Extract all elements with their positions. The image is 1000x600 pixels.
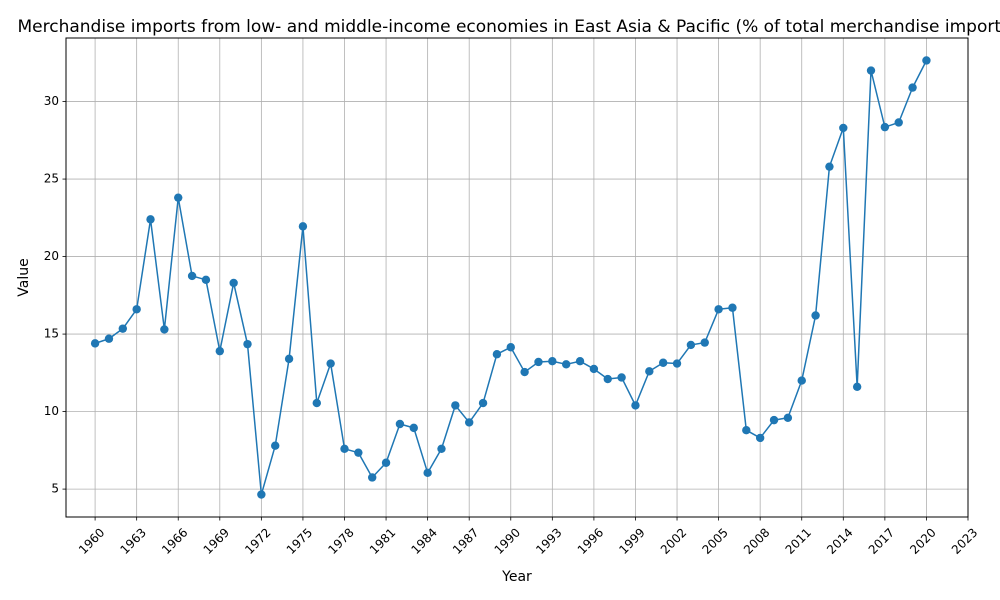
data-point [852, 382, 862, 391]
data-point [201, 275, 211, 285]
data-point [811, 311, 820, 320]
data-point [464, 418, 474, 427]
y-axis-title: Value [16, 258, 32, 296]
data-point [284, 354, 294, 364]
data-point [409, 423, 418, 433]
data-point [631, 401, 640, 410]
data-point [215, 346, 224, 356]
x-tick-label: 1963 [118, 525, 149, 556]
data-point [700, 338, 709, 347]
data-point [686, 340, 696, 350]
data-point [257, 490, 266, 499]
data-point [118, 324, 128, 333]
data-point [492, 350, 502, 359]
data-point [104, 334, 114, 343]
data-points [90, 56, 931, 499]
y-tick-label: 30 [44, 94, 59, 108]
x-tick-label: 1960 [76, 525, 107, 556]
data-point [797, 376, 806, 385]
data-point [506, 343, 515, 352]
data-point [728, 303, 737, 312]
data-point [755, 433, 765, 443]
y-tick-label: 10 [44, 404, 59, 418]
data-point [561, 360, 571, 369]
x-tick-label: 1972 [242, 525, 273, 556]
x-axis-title: Year [501, 569, 532, 585]
grid [66, 38, 969, 517]
data-point [146, 215, 155, 224]
x-tick-label: 1969 [201, 525, 232, 556]
x-tick-label: 2014 [824, 525, 855, 556]
data-point [243, 339, 252, 349]
data-point [395, 419, 405, 429]
data-point [866, 66, 876, 75]
x-tick-label: 1981 [367, 525, 398, 556]
data-point [340, 444, 349, 453]
x-tick-label: 1990 [492, 525, 523, 556]
data-point [575, 357, 585, 366]
y-tick-label: 5 [51, 482, 59, 496]
data-point [520, 367, 529, 377]
x-tick-label: 2005 [699, 525, 730, 556]
x-tick-label: 1978 [325, 525, 356, 556]
x-tick-label: 2011 [783, 525, 814, 556]
data-point [783, 413, 793, 422]
data-point [534, 357, 543, 367]
x-tick-label: 2002 [658, 525, 689, 556]
data-point [423, 468, 432, 478]
data-point [451, 401, 460, 410]
y-tick-label: 20 [44, 249, 59, 263]
data-point [880, 122, 890, 132]
data-point [187, 271, 197, 281]
data-point [839, 123, 848, 133]
data-point [908, 83, 917, 92]
data-point [229, 278, 238, 288]
data-point [381, 458, 391, 467]
x-tick-label: 2023 [949, 525, 980, 556]
data-point [548, 357, 557, 366]
data-point [368, 473, 377, 482]
y-axis-ticks: 5 10 15 20 25 30 [44, 94, 66, 496]
x-tick-label: 2020 [907, 525, 938, 556]
data-point [312, 398, 321, 408]
data-point [326, 359, 335, 368]
data-point [589, 364, 599, 374]
data-point [298, 222, 308, 231]
x-tick-label: 2017 [866, 525, 897, 556]
data-point [645, 367, 654, 376]
data-point [742, 425, 751, 435]
x-tick-label: 1996 [575, 525, 606, 556]
data-point [714, 305, 723, 314]
data-point [132, 305, 141, 314]
data-point [160, 325, 169, 334]
x-axis-ticks: 1960 1963 1966 1969 1972 1975 1978 1981 1984 1987… [76, 517, 980, 557]
chart-title: Merchandise imports from low- and middle… [18, 17, 1000, 37]
data-point [617, 373, 626, 382]
x-tick-label: 2008 [741, 525, 772, 556]
data-point [658, 358, 668, 367]
data-point [894, 118, 903, 127]
y-tick-label: 15 [44, 327, 59, 341]
data-point [271, 441, 280, 450]
data-point [174, 193, 183, 202]
data-point [437, 444, 446, 453]
y-tick-label: 25 [44, 172, 59, 186]
data-point [90, 339, 100, 348]
x-tick-label: 1966 [159, 525, 190, 556]
data-point [825, 162, 834, 171]
data-point [769, 415, 779, 425]
x-tick-label: 1975 [284, 525, 315, 556]
plot-frame [65, 37, 969, 518]
data-point [478, 398, 488, 408]
data-point [354, 448, 363, 457]
data-point [922, 56, 931, 65]
x-tick-label: 1987 [450, 525, 481, 556]
x-tick-label: 1984 [408, 525, 439, 556]
x-tick-label: 1999 [616, 525, 647, 556]
data-point [672, 359, 682, 368]
data-point [603, 374, 612, 384]
x-tick-label: 1993 [533, 525, 564, 556]
